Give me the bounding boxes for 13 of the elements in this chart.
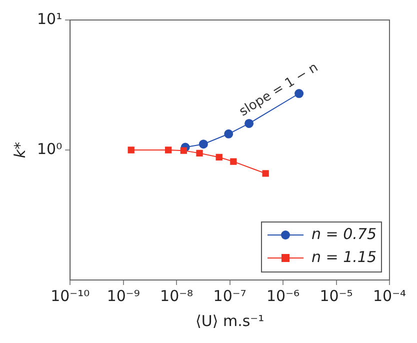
y-axis-title: k* [10, 141, 29, 158]
x-tick-label: 10⁻⁸ [160, 286, 194, 305]
y-tick-label: 10¹ [36, 10, 62, 28]
x-tick-label: 10⁻⁹ [106, 286, 140, 305]
x-tick-label: 10⁻⁷ [213, 286, 246, 305]
x-axis-title: ⟨U⟩ m.s⁻¹ [196, 312, 264, 330]
x-tick-label: 10⁻⁴ [372, 286, 406, 305]
y-tick-label: 10⁰ [36, 140, 62, 158]
legend-label: n = 1.15 [311, 248, 377, 266]
x-tick-label: 10⁻¹⁰ [50, 286, 90, 305]
x-tick-label: 10⁻⁶ [266, 286, 300, 305]
legend-label: n = 0.75 [311, 224, 377, 243]
x-tick-label: 10⁻⁵ [320, 286, 353, 305]
